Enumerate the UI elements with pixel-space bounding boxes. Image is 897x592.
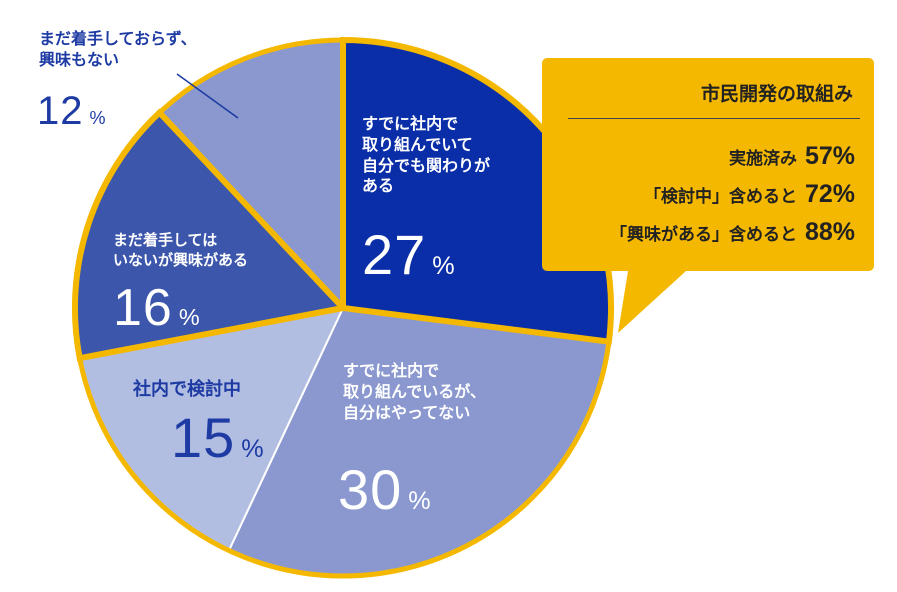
slice-value-number: 27 xyxy=(362,223,427,286)
callout-title: 市民開発の取組み xyxy=(700,83,853,105)
slice-label-company-only: すでに社内で 取り組んでいるが、 自分はやってない xyxy=(343,361,486,423)
callout-row-value: 72% xyxy=(804,180,855,208)
slice-label-line: 興味もない xyxy=(39,49,120,69)
slice-value-number: 12 xyxy=(37,89,84,133)
slice-value-implemented: 27% xyxy=(362,222,456,287)
callout-box xyxy=(542,58,874,333)
slice-label-interested: まだ着手しては いないが興味がある xyxy=(113,231,248,270)
label-leader-line xyxy=(176,73,239,119)
slice-value-not-interested: 12% xyxy=(37,89,107,134)
slice-label-line: 取り組んでいて xyxy=(362,134,473,154)
callout-row-text: 「興味がある」含めると xyxy=(609,225,797,245)
slice-value-company-only: 30% xyxy=(338,457,432,522)
slice-label-not-interested: まだ着手しておらず、 興味もない xyxy=(39,29,197,71)
slice-label-considering: 社内で検討中 xyxy=(133,378,241,401)
slice-value-number: 16 xyxy=(113,279,173,337)
slice-label-implemented: すでに社内で 取り組んでいて 自分でも関わりが ある xyxy=(362,114,490,197)
slice-value-interested: 16% xyxy=(113,278,201,338)
slice-label-line: すでに社内で xyxy=(362,114,459,133)
slice-label-line: ある xyxy=(362,176,395,196)
callout-divider xyxy=(568,118,860,119)
slice-label-line: まだ着手しては xyxy=(113,231,218,249)
percent-unit: % xyxy=(241,435,265,463)
slice-value-considering: 15% xyxy=(171,405,265,470)
slice-value-number: 30 xyxy=(338,458,403,521)
percent-unit: % xyxy=(432,252,456,280)
slice-label-line: いないが興味がある xyxy=(113,250,249,269)
slice-label-line: まだ着手しておらず、 xyxy=(39,29,197,48)
percent-unit: % xyxy=(89,108,107,128)
callout-row: 実施済み 57% xyxy=(555,142,855,171)
slice-label-line: 自分でも関わりが xyxy=(362,155,491,175)
slice-value-number: 15 xyxy=(171,406,236,469)
percent-unit: % xyxy=(408,487,432,515)
percent-unit: % xyxy=(178,304,201,330)
callout-row: 「検討中」含めると 72% xyxy=(555,180,855,209)
callout-row-value: 88% xyxy=(804,218,855,246)
callout-row-value: 57% xyxy=(804,142,855,170)
callout-row-text: 実施済み xyxy=(728,149,797,169)
slice-highlight-interested xyxy=(71,108,349,362)
callout-row: 「興味がある」含めると 88% xyxy=(555,218,855,247)
slice-label-line: 自分はやってない xyxy=(343,402,471,422)
callout-row-text: 「検討中」含めると xyxy=(643,187,797,207)
slice-label-line: すでに社内で xyxy=(343,361,440,380)
slice-label-line: 社内で検討中 xyxy=(133,379,241,400)
slice-label-line: 取り組んでいるが、 xyxy=(343,381,486,401)
